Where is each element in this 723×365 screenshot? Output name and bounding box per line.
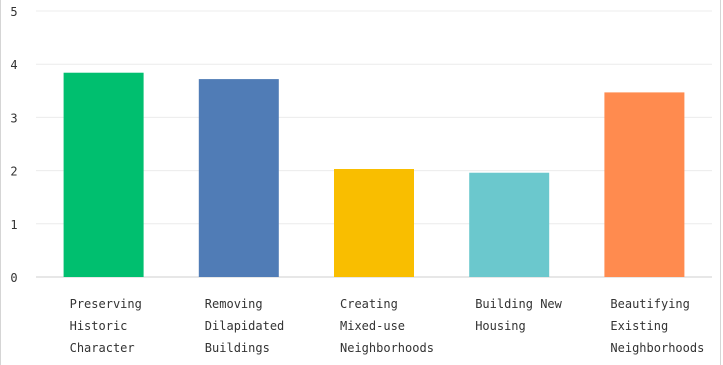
- bar-4: [604, 92, 685, 277]
- bar-0: [63, 72, 144, 277]
- y-tick-label: 4: [10, 58, 17, 72]
- bars: [63, 72, 685, 277]
- bar-2: [334, 169, 414, 277]
- bar-1: [198, 79, 279, 277]
- x-category-label: Removing Dilapidated Buildings: [205, 297, 284, 355]
- x-category-label: Preserving Historic Character: [70, 297, 142, 355]
- bar-3: [469, 172, 550, 277]
- x-category-label: Creating Mixed-use Neighborhoods: [340, 297, 434, 355]
- y-tick-label: 0: [10, 271, 17, 285]
- y-tick-label: 1: [10, 218, 17, 232]
- x-axis-labels: Preserving Historic Character Removing Dilap…: [70, 297, 705, 355]
- y-tick-label: 3: [10, 111, 17, 125]
- y-tick-label: 2: [10, 165, 17, 179]
- y-axis-ticks: 0 1 2 3 4 5: [10, 5, 17, 285]
- y-tick-label: 5: [10, 5, 17, 19]
- x-category-label: Building New Housing: [475, 297, 562, 333]
- x-category-label: Beautifying Existing Neighborhoods: [610, 297, 704, 355]
